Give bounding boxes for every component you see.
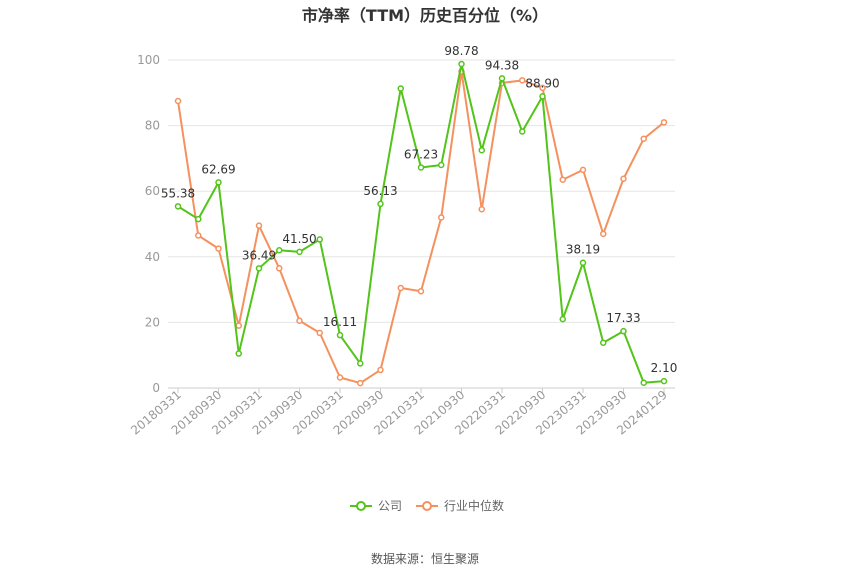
data-point[interactable]	[377, 366, 384, 374]
data-point[interactable]	[255, 265, 263, 272]
data-label: 98.78	[444, 44, 478, 58]
y-tick-label: 60	[145, 184, 160, 198]
y-tick-label: 80	[145, 119, 160, 133]
data-point[interactable]	[276, 246, 283, 254]
data-label: 56.13	[363, 184, 397, 198]
data-point[interactable]	[174, 97, 182, 105]
data-point[interactable]	[660, 119, 668, 126]
data-point[interactable]	[458, 60, 465, 68]
data-point[interactable]	[174, 203, 182, 210]
y-tick-label: 40	[145, 250, 160, 264]
data-point[interactable]	[498, 75, 506, 82]
data-point[interactable]	[397, 284, 404, 292]
data-point[interactable]	[620, 175, 627, 182]
data-label: 17.33	[606, 311, 640, 325]
data-label: 36.49	[242, 248, 276, 262]
data-label: 55.38	[161, 186, 195, 200]
legend-label: 公司	[378, 499, 402, 513]
x-axis: 2018033120180930201903312019093020200331…	[128, 388, 670, 438]
data-point[interactable]	[397, 85, 404, 92]
data-label: 94.38	[485, 58, 519, 72]
data-point[interactable]	[640, 135, 647, 142]
data-label: 67.23	[404, 147, 438, 161]
data-point[interactable]	[357, 379, 364, 387]
data-point[interactable]	[336, 331, 344, 339]
data-label: 88.90	[525, 76, 559, 90]
grid	[168, 59, 675, 389]
legend[interactable]: 公司 行业中位数	[350, 498, 504, 513]
data-point[interactable]	[336, 374, 344, 381]
y-tick-label: 100	[137, 53, 160, 67]
data-point[interactable]	[377, 200, 384, 208]
data-point[interactable]	[579, 259, 587, 266]
data-point[interactable]	[640, 379, 647, 387]
data-point[interactable]	[195, 215, 202, 223]
data-point[interactable]	[276, 265, 283, 272]
data-point[interactable]	[600, 230, 607, 238]
y-tick-label: 20	[145, 315, 160, 329]
data-point[interactable]	[417, 164, 425, 171]
data-point[interactable]	[539, 93, 546, 100]
legend-swatch-marker	[356, 501, 366, 511]
data-point[interactable]	[478, 205, 485, 213]
data-point[interactable]	[316, 236, 323, 243]
data-point[interactable]	[620, 327, 627, 335]
data-point[interactable]	[438, 214, 445, 221]
legend-label: 行业中位数	[444, 498, 504, 513]
data-label: 62.69	[201, 162, 235, 176]
data-point[interactable]	[600, 339, 607, 346]
data-point[interactable]	[255, 222, 263, 229]
data-point[interactable]	[519, 77, 526, 84]
series-line-行业中位数	[177, 70, 665, 385]
data-point[interactable]	[417, 287, 425, 295]
data-point[interactable]	[438, 161, 445, 169]
legend-swatch-marker	[422, 501, 432, 511]
data-labels: 55.38 62.69 36.49 41.50 16.11 56.13 67.23 98.78…	[161, 44, 678, 375]
data-point[interactable]	[296, 248, 303, 256]
series-layer	[174, 60, 668, 387]
data-point[interactable]	[235, 322, 242, 329]
data-label: 38.19	[566, 243, 600, 257]
data-label: 41.50	[282, 232, 316, 246]
y-axis: 0 20 40 60 80 100	[137, 53, 160, 395]
data-point[interactable]	[296, 317, 303, 325]
legend-item[interactable]: 行业中位数	[416, 498, 504, 513]
data-point[interactable]	[478, 146, 485, 154]
data-point[interactable]	[235, 350, 242, 357]
data-point[interactable]	[357, 360, 364, 367]
data-point[interactable]	[215, 179, 222, 186]
data-label: 16.11	[323, 315, 357, 329]
data-point[interactable]	[539, 84, 546, 92]
y-tick-label: 0	[152, 381, 160, 395]
data-point[interactable]	[195, 232, 202, 239]
chart-title: 市净率（TTM）历史百分位（%）	[302, 6, 548, 25]
series-line-公司	[177, 63, 665, 384]
data-point[interactable]	[215, 245, 222, 252]
data-label: 2.10	[651, 361, 678, 375]
data-point[interactable]	[660, 377, 668, 385]
data-point[interactable]	[579, 166, 587, 174]
legend-item[interactable]: 公司	[350, 499, 402, 513]
source-text: 数据来源：恒生聚源	[371, 551, 479, 566]
data-point[interactable]	[559, 176, 566, 183]
data-point[interactable]	[316, 329, 323, 337]
data-point[interactable]	[519, 128, 526, 135]
data-point[interactable]	[559, 315, 566, 323]
